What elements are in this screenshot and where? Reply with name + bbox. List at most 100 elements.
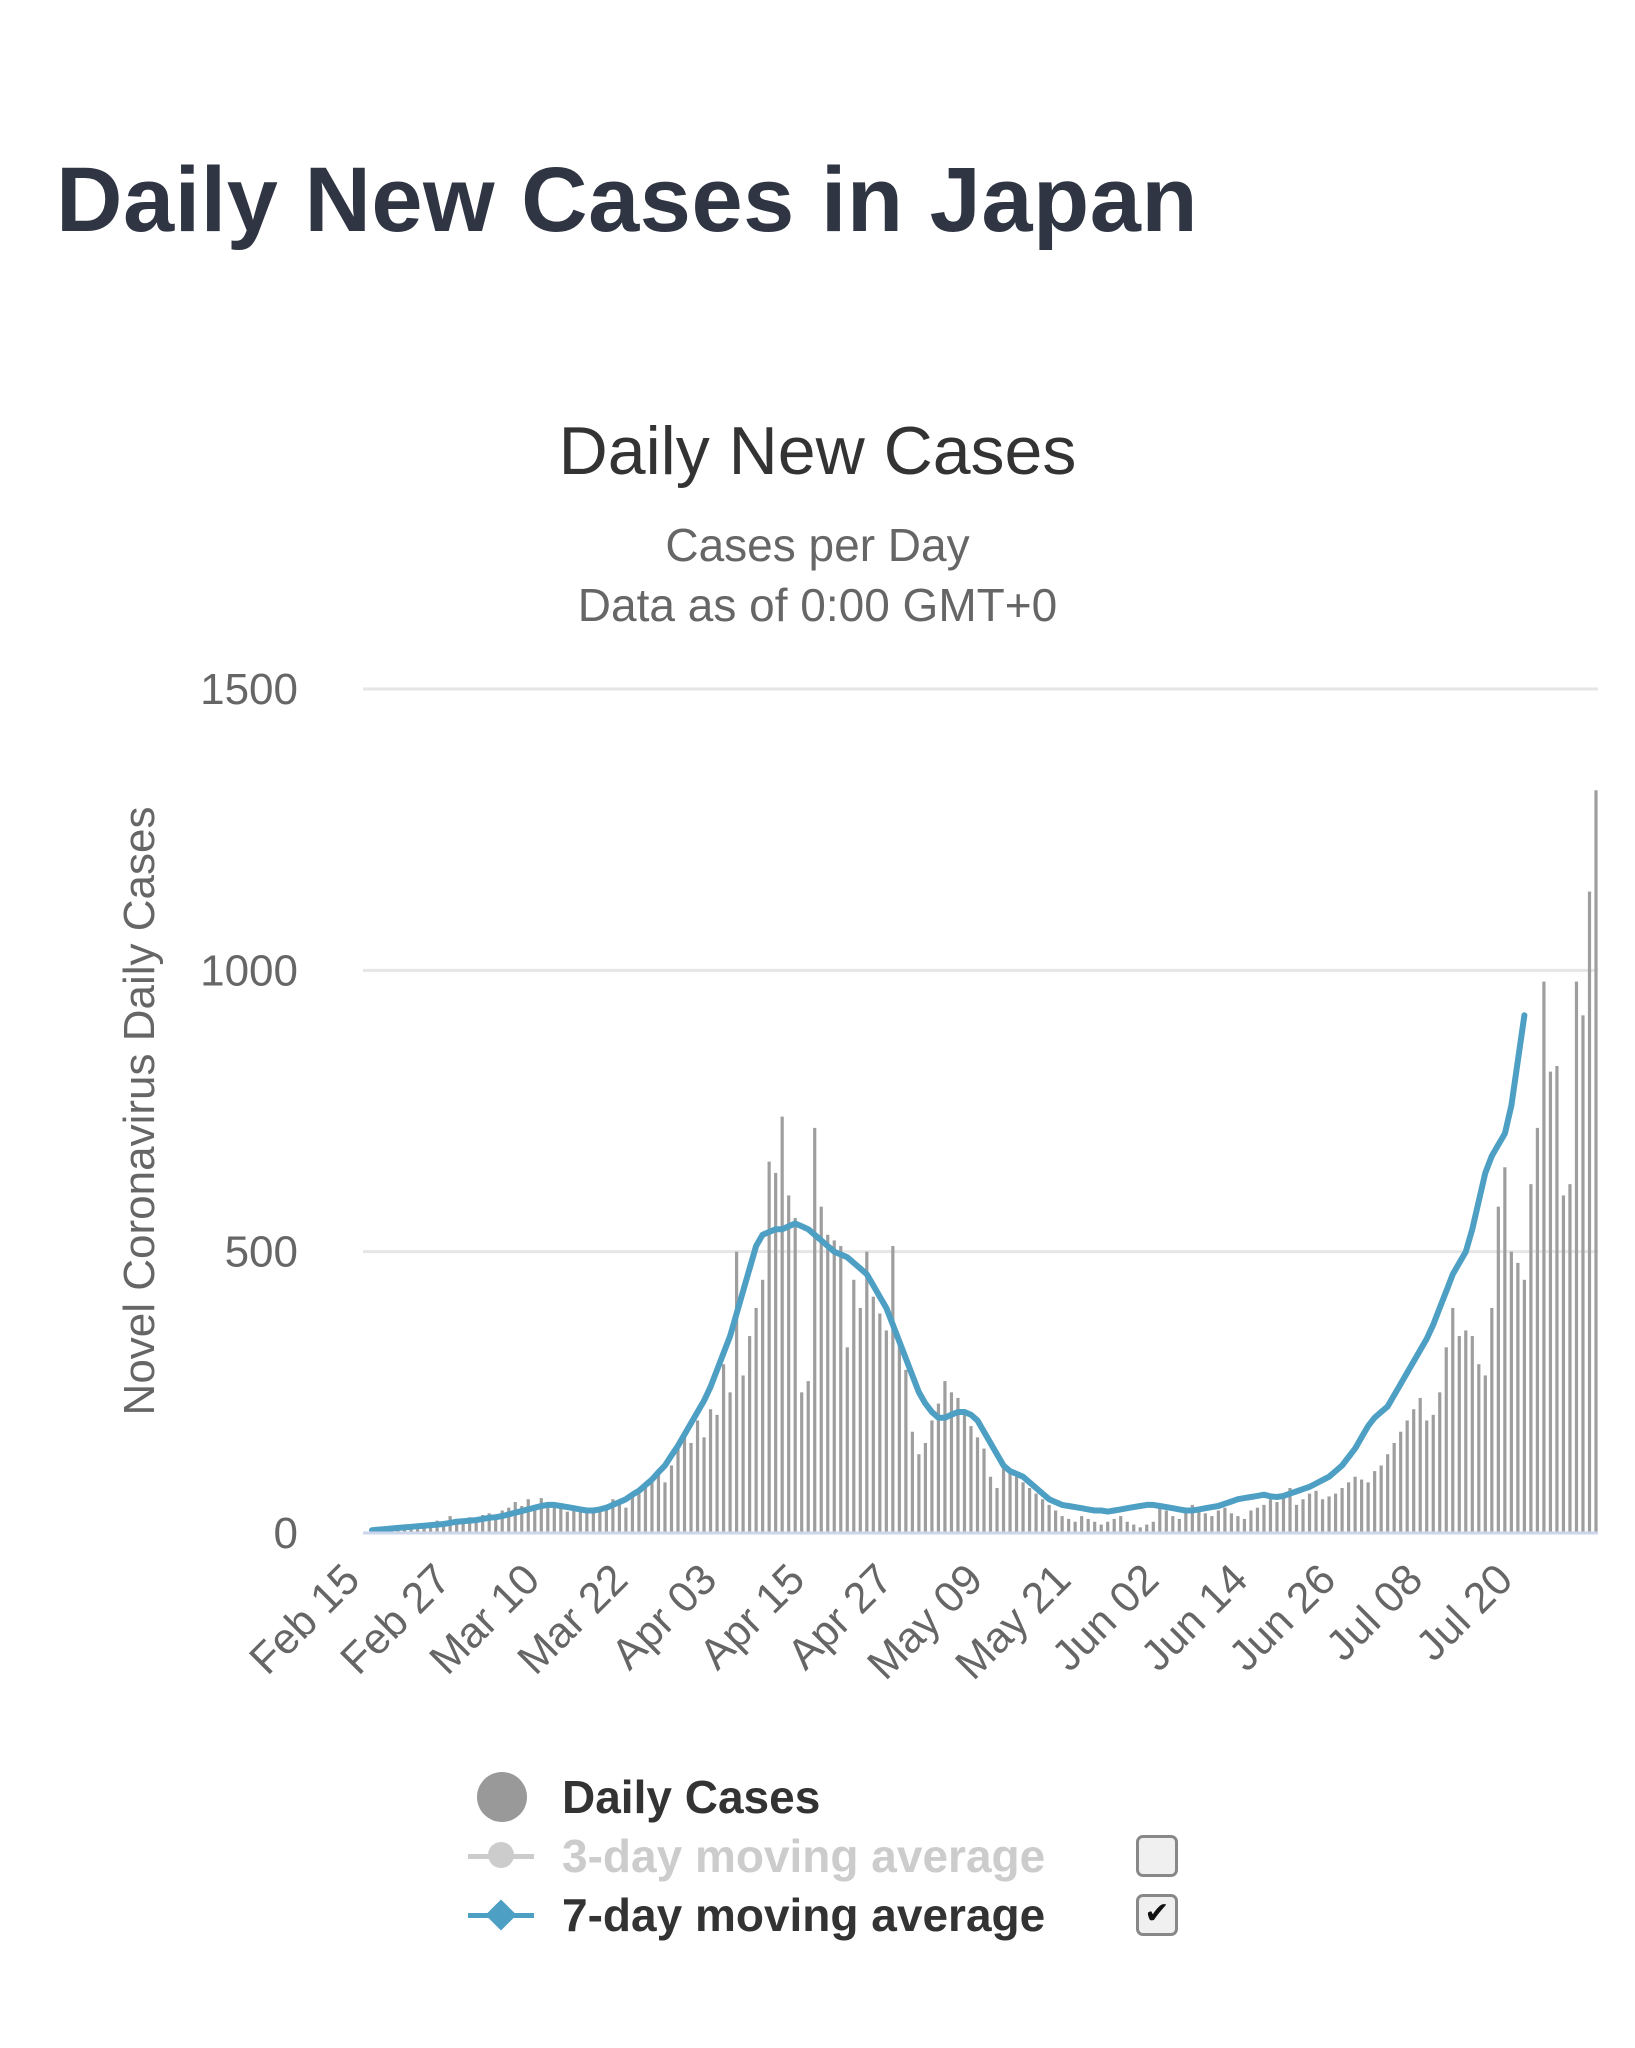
daily-cases-bar[interactable] [819,1206,823,1533]
legend-item-daily-cases[interactable]: Daily Cases [466,1768,1186,1826]
daily-cases-bar[interactable] [1464,1330,1468,1533]
daily-cases-bar[interactable] [1509,1251,1513,1533]
daily-cases-bar[interactable] [871,1296,875,1533]
daily-cases-bar[interactable] [1594,790,1598,1533]
daily-cases-bar[interactable] [1268,1499,1273,1533]
daily-cases-bar[interactable] [1425,1420,1429,1533]
daily-cases-bar[interactable] [494,1516,498,1533]
daily-cases-bar[interactable] [455,1518,459,1533]
daily-cases-bar[interactable] [552,1505,556,1533]
seven-day-average-line[interactable] [369,1012,1528,1534]
daily-cases-bar[interactable] [643,1487,648,1533]
daily-cases-bar[interactable] [943,1381,947,1533]
daily-cases-bar[interactable] [806,1381,810,1533]
daily-cases-bar[interactable] [1145,1524,1149,1533]
daily-cases-bar[interactable] [1255,1507,1260,1533]
daily-cases-bar[interactable] [956,1397,960,1533]
daily-cases-bar[interactable] [1457,1336,1461,1533]
daily-cases-bar[interactable] [1373,1471,1377,1533]
daily-cases-bar[interactable] [884,1330,888,1533]
daily-cases-bar[interactable] [1412,1409,1416,1533]
daily-cases-bar[interactable] [793,1217,797,1533]
daily-cases-bar[interactable] [526,1499,530,1533]
daily-cases-bar[interactable] [767,1161,771,1533]
daily-cases-bar[interactable] [1249,1510,1253,1533]
daily-cases-bar[interactable] [533,1504,537,1533]
daily-cases-bar[interactable] [1184,1507,1188,1533]
daily-cases-bar[interactable] [1132,1524,1136,1533]
3day-average-checkbox[interactable] [1136,1835,1178,1877]
daily-cases-bar[interactable] [1223,1507,1227,1533]
daily-cases-bar[interactable] [1047,1504,1051,1533]
daily-cases-bar[interactable] [1210,1516,1214,1533]
daily-cases-bar[interactable] [975,1437,980,1533]
daily-cases-bar[interactable] [1008,1471,1012,1533]
daily-cases-bar[interactable] [578,1507,582,1533]
daily-cases-bar[interactable] [428,1523,433,1533]
daily-cases-bar[interactable] [1490,1307,1494,1533]
daily-cases-bar[interactable] [1307,1493,1312,1533]
daily-cases-bar[interactable] [474,1519,478,1533]
daily-cases-bar[interactable] [969,1426,973,1533]
daily-cases-bar[interactable] [787,1195,791,1533]
daily-cases-bar[interactable] [1470,1336,1474,1533]
daily-cases-bar[interactable] [1522,1279,1526,1533]
daily-cases-bar[interactable] [617,1502,622,1533]
daily-cases-bar[interactable] [1203,1513,1207,1533]
daily-cases-bar[interactable] [1379,1465,1383,1533]
daily-cases-bar[interactable] [513,1502,517,1533]
daily-cases-bar[interactable] [878,1313,882,1533]
daily-cases-bar[interactable] [1516,1262,1520,1533]
daily-cases-bars[interactable] [370,790,1598,1533]
daily-cases-bar[interactable] [1262,1504,1266,1533]
daily-cases-bar[interactable] [598,1511,602,1533]
daily-cases-bar[interactable] [1399,1431,1403,1533]
daily-cases-bar[interactable] [1190,1504,1194,1533]
daily-cases-bar[interactable] [656,1471,661,1533]
daily-cases-bar[interactable] [604,1504,608,1533]
daily-cases-bar[interactable] [1386,1454,1390,1533]
daily-cases-bar[interactable] [741,1375,745,1533]
daily-cases-bar[interactable] [1366,1482,1370,1533]
daily-cases-bar[interactable] [1333,1493,1338,1533]
daily-cases-bar[interactable] [897,1341,901,1533]
daily-cases-bar[interactable] [1021,1482,1025,1533]
daily-cases-bar[interactable] [904,1369,908,1533]
daily-cases-bar[interactable] [1080,1516,1084,1533]
daily-cases-bar[interactable] [1444,1347,1448,1533]
daily-cases-bar[interactable] [1093,1521,1097,1533]
daily-cases-bar[interactable] [774,1172,778,1533]
daily-cases-bar[interactable] [1587,891,1592,1533]
daily-cases-bar[interactable] [1451,1307,1455,1533]
daily-cases-bar[interactable] [930,1420,934,1533]
daily-cases-bar[interactable] [689,1442,693,1533]
daily-cases-bar[interactable] [591,1510,595,1533]
daily-cases-bar[interactable] [982,1448,986,1533]
daily-cases-bar[interactable] [1281,1493,1286,1533]
daily-cases-bar[interactable] [1340,1487,1344,1533]
daily-cases-bar[interactable] [1529,1184,1533,1533]
daily-cases-bar[interactable] [1014,1476,1019,1533]
daily-cases-bar[interactable] [1542,981,1546,1533]
daily-cases-bar[interactable] [1177,1518,1181,1533]
daily-cases-bar[interactable] [1216,1510,1220,1533]
daily-cases-bar[interactable] [1438,1392,1442,1533]
daily-cases-bar[interactable] [624,1507,628,1533]
daily-cases-bar[interactable] [507,1507,511,1533]
legend-item-7day-average[interactable]: 7-day moving average ✔ [466,1886,1186,1944]
daily-cases-bar[interactable] [1360,1479,1364,1533]
daily-cases-bar[interactable] [1483,1375,1487,1533]
daily-cases-bar[interactable] [1496,1206,1500,1533]
daily-cases-bar[interactable] [715,1414,719,1533]
daily-cases-bar[interactable] [917,1454,921,1533]
daily-cases-bar[interactable] [1392,1442,1396,1533]
daily-cases-bar[interactable] [442,1522,446,1533]
daily-cases-bar[interactable] [1229,1513,1234,1533]
daily-cases-bar[interactable] [611,1499,615,1533]
daily-cases-bar[interactable] [1164,1510,1168,1533]
daily-cases-bar[interactable] [546,1502,550,1533]
7day-average-checkbox[interactable]: ✔ [1136,1894,1178,1936]
daily-cases-bar[interactable] [1158,1504,1162,1533]
daily-cases-bar[interactable] [520,1505,524,1533]
daily-cases-bar[interactable] [813,1127,817,1533]
